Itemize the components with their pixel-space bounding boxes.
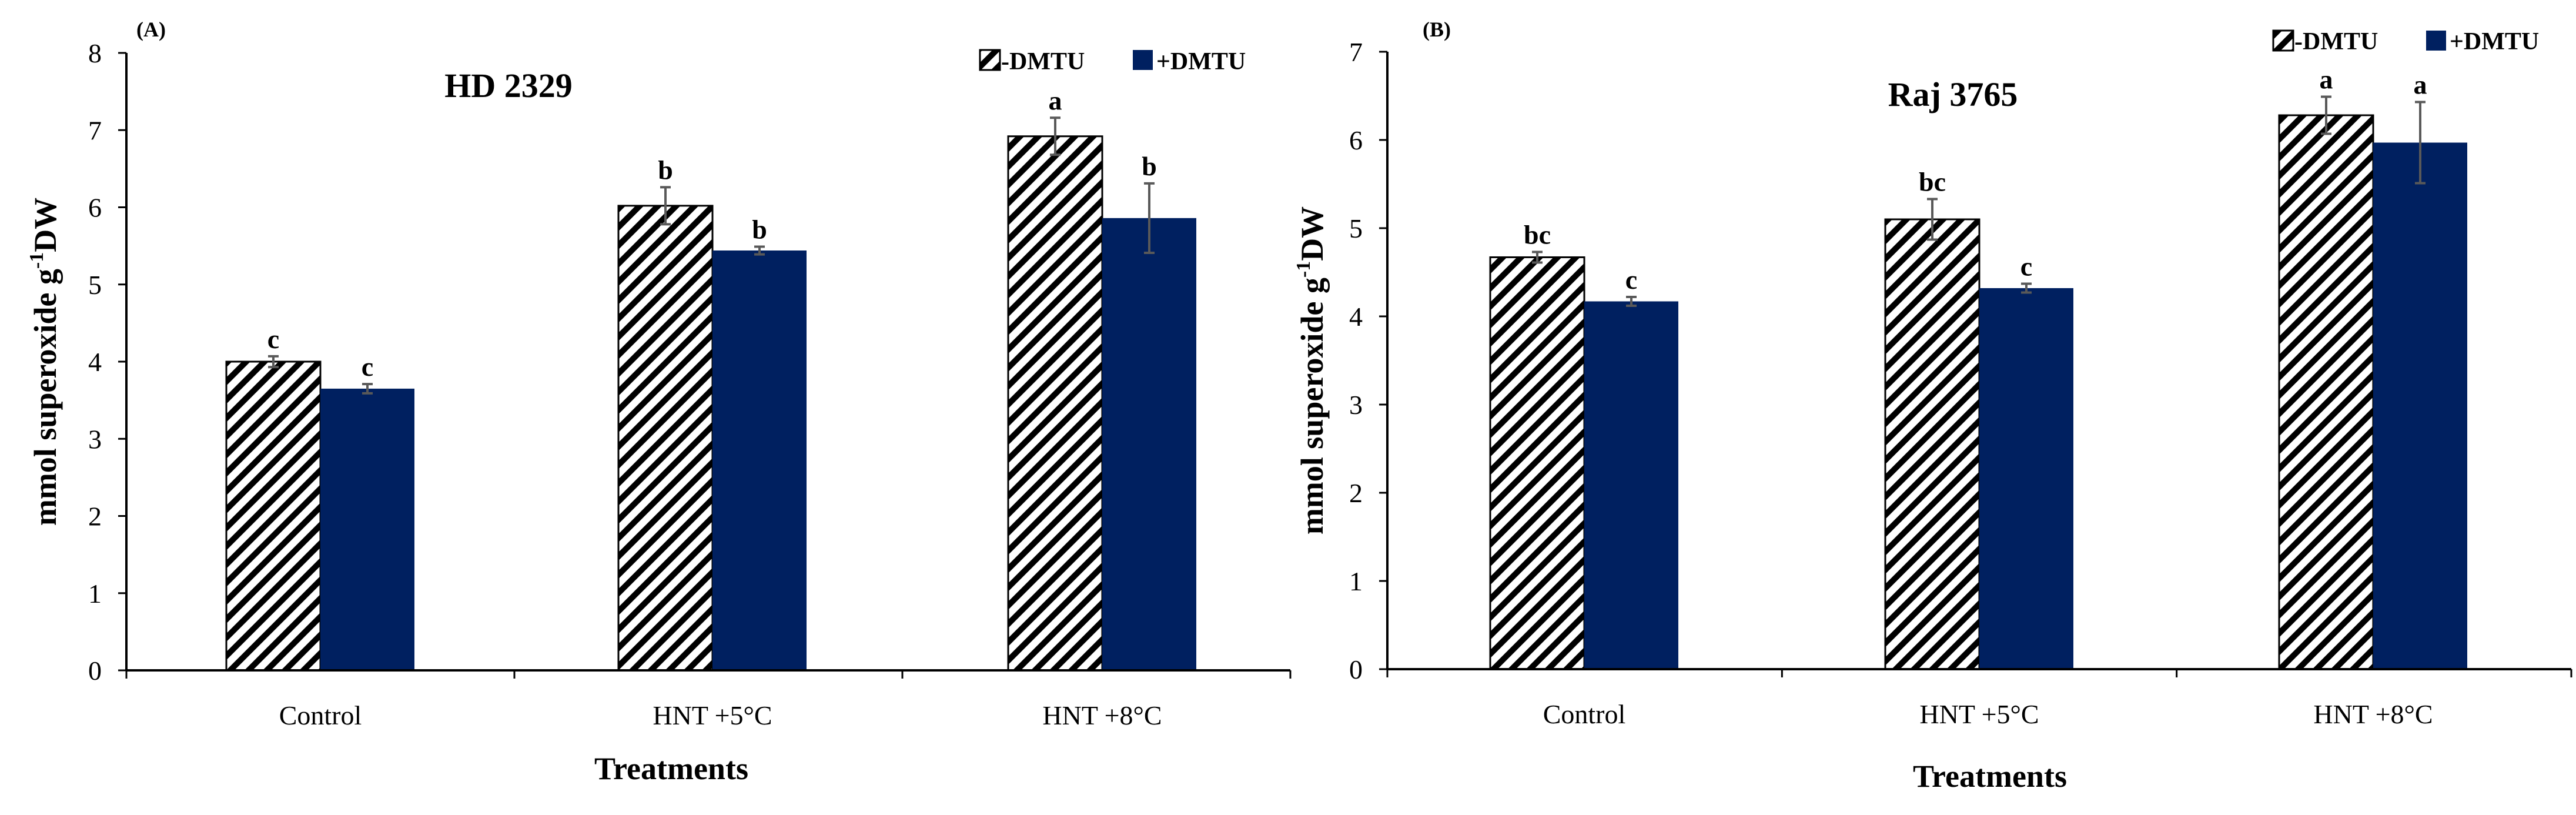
legend-label-minus-dmtu: -DMTU	[1001, 48, 1085, 75]
y-tick-label: 6	[1349, 125, 1363, 155]
y-tick-label: 3	[1349, 390, 1363, 420]
x-axis-title: Treatments	[1913, 759, 2067, 794]
error-bar	[660, 186, 671, 226]
bar-plus-dmtu	[2373, 142, 2467, 669]
bar-plus-dmtu	[320, 388, 414, 670]
x-tick-label: HNT +8°C	[1042, 700, 1162, 730]
y-tick-label: 1	[1349, 566, 1363, 596]
legend-label-plus-dmtu: +DMTU	[2450, 28, 2539, 55]
x-tick-label: HNT +5°C	[653, 700, 772, 730]
legend-swatch-minus-dmtu	[2272, 29, 2294, 52]
y-tick-label: 1	[88, 579, 102, 609]
significance-label: a	[1049, 85, 1062, 115]
legend-swatch-plus-dmtu	[2426, 31, 2446, 51]
y-tick-label: 7	[1349, 37, 1363, 67]
significance-label: a	[2320, 65, 2333, 95]
error-bar	[2021, 282, 2032, 294]
significance-label: bc	[1919, 167, 1946, 197]
chart-panel-b: (B) Raj 3765 -DMTU +DMTU bc bc a c c a 0 1 2 3 4 5…	[1293, 18, 2572, 794]
y-ticks-group: 0 1 2 3 4 5 6 7	[1349, 37, 1387, 684]
significance-label: b	[752, 214, 767, 244]
significance-label: a	[2414, 70, 2427, 100]
significance-label: c	[362, 352, 373, 382]
panel-label: (B)	[1423, 18, 1451, 41]
y-tick-label: 3	[88, 424, 102, 454]
bar-plus-dmtu	[1102, 218, 1196, 670]
error-bars-group	[1532, 95, 2426, 307]
legend: -DMTU +DMTU	[979, 48, 1246, 75]
significance-label: b	[1142, 151, 1157, 181]
bars-group	[1489, 114, 2467, 670]
y-tick-label: 6	[88, 193, 102, 223]
bars-group	[225, 135, 1196, 672]
error-bar	[1144, 182, 1155, 254]
bar-minus-dmtu	[2278, 114, 2374, 670]
y-tick-label: 4	[88, 347, 102, 377]
significance-labels-group: bc bc a c c a	[1524, 65, 2427, 295]
error-bar	[1626, 296, 1637, 307]
bar-minus-dmtu	[225, 360, 322, 672]
x-axis-title: Treatments	[594, 751, 748, 786]
error-bar	[1050, 116, 1060, 156]
error-bars-group	[268, 116, 1155, 395]
error-bar	[1532, 250, 1543, 264]
significance-label: b	[658, 155, 673, 185]
y-tick-label: 8	[88, 38, 102, 68]
x-ticks-group: Control HNT +5°C HNT +8°C	[125, 670, 1292, 730]
y-tick-label: 0	[88, 656, 102, 686]
legend-label-minus-dmtu: -DMTU	[2294, 28, 2378, 55]
bar-minus-dmtu	[1489, 256, 1585, 670]
bar-minus-dmtu	[1884, 218, 1980, 670]
chart-panel-a: (A) HD 2329 -DMTU +DMTU c b a c b b 0 1 2 3 4 5 6 7 8…	[26, 18, 1292, 786]
y-axis-title: mmol superoxide g-1DW	[26, 198, 63, 526]
error-bar	[362, 383, 373, 395]
x-tick-label: HNT +5°C	[1919, 699, 2039, 729]
error-bar	[2415, 101, 2426, 185]
y-tick-label: 4	[1349, 302, 1363, 332]
y-tick-label: 5	[88, 270, 102, 300]
y-tick-label: 7	[88, 115, 102, 145]
significance-label: c	[267, 324, 279, 354]
y-tick-label: 2	[88, 502, 102, 532]
y-tick-label: 5	[1349, 213, 1363, 243]
y-axis-title: mmol superoxide g-1DW	[1293, 206, 1330, 535]
significance-label: bc	[1524, 220, 1551, 250]
bar-plus-dmtu	[712, 250, 807, 670]
bar-plus-dmtu	[1584, 301, 1678, 669]
chart-title: Raj 3765	[1888, 75, 2018, 113]
legend-swatch-plus-dmtu	[1133, 50, 1153, 70]
significance-label: c	[2020, 252, 2032, 282]
error-bar	[754, 245, 765, 256]
x-tick-label: Control	[1543, 699, 1626, 729]
chart-title: HD 2329	[444, 66, 573, 105]
legend-label-plus-dmtu: +DMTU	[1156, 48, 1246, 75]
bar-minus-dmtu	[1007, 135, 1103, 672]
bar-plus-dmtu	[1979, 288, 2073, 669]
y-tick-label: 2	[1349, 478, 1363, 508]
legend-swatch-minus-dmtu	[979, 49, 1001, 71]
legend: -DMTU +DMTU	[2272, 28, 2539, 55]
y-tick-label: 0	[1349, 654, 1363, 684]
x-ticks-group: Control HNT +5°C HNT +8°C	[1386, 669, 2572, 729]
x-tick-label: HNT +8°C	[2313, 699, 2433, 729]
y-ticks-group: 0 1 2 3 4 5 6 7 8	[88, 38, 126, 686]
panel-label: (A)	[136, 18, 166, 41]
error-bar	[1927, 198, 1938, 241]
error-bar	[2321, 95, 2331, 135]
bar-minus-dmtu	[617, 205, 714, 672]
significance-labels-group: c b a c b b	[267, 85, 1157, 382]
error-bar	[268, 355, 279, 369]
significance-label: c	[1625, 265, 1637, 295]
x-tick-label: Control	[279, 700, 362, 730]
